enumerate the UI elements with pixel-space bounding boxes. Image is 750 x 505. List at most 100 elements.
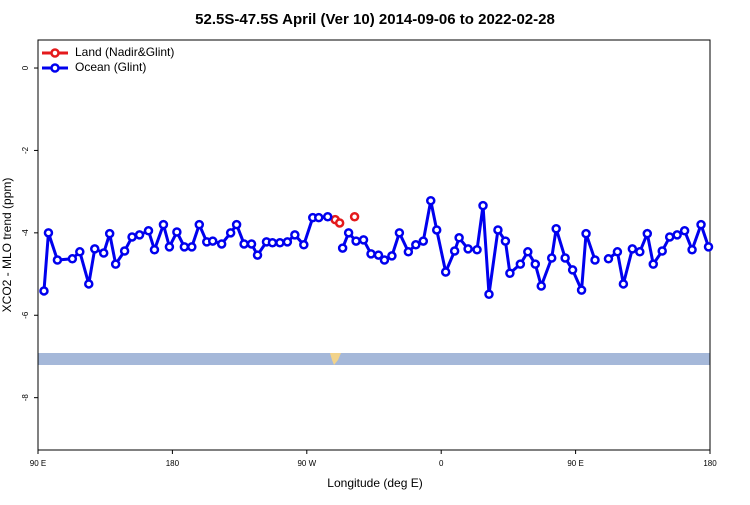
point: [505, 268, 515, 278]
point: [334, 218, 345, 228]
point: [679, 226, 690, 236]
point: [493, 225, 503, 235]
plot-frame: [37, 39, 711, 451]
point: [349, 212, 360, 222]
point: [454, 233, 464, 243]
point: [104, 228, 115, 239]
point: [672, 230, 682, 240]
point: [52, 255, 63, 265]
point: [449, 246, 460, 256]
point: [431, 225, 442, 235]
point: [216, 239, 227, 249]
legend-label: Ocean (Glint): [75, 60, 146, 74]
point: [418, 236, 429, 246]
point: [75, 247, 85, 257]
point: [484, 289, 494, 299]
point: [127, 232, 137, 242]
point: [164, 242, 175, 252]
point: [576, 285, 587, 295]
point: [351, 236, 361, 246]
y-tick-label: -2: [21, 146, 30, 154]
point: [530, 259, 541, 269]
point: [627, 244, 638, 254]
x-tick-label: 0: [439, 459, 444, 468]
x-tick-label: 90 E: [30, 459, 46, 468]
x-tick-label: 180: [166, 459, 180, 468]
point: [267, 237, 278, 248]
point: [515, 259, 526, 269]
point: [546, 253, 557, 263]
point: [366, 249, 376, 259]
point: [411, 240, 421, 250]
y-tick-label: -8: [21, 394, 30, 402]
point: [172, 227, 182, 237]
point: [282, 237, 293, 247]
point: [143, 226, 154, 236]
point: [194, 219, 205, 230]
point: [687, 244, 697, 255]
point: [696, 219, 706, 230]
point: [618, 279, 629, 289]
point: [231, 219, 242, 230]
x-tick-label: 180: [703, 459, 717, 468]
point: [89, 244, 100, 254]
point: [387, 251, 397, 261]
point: [463, 244, 473, 254]
point: [500, 236, 511, 246]
point: [551, 223, 561, 234]
point: [664, 232, 675, 242]
point: [290, 230, 300, 240]
point: [158, 219, 169, 230]
point: [246, 239, 257, 249]
x-tick-label: 90 W: [297, 459, 316, 468]
point: [252, 250, 263, 260]
point: [425, 195, 436, 206]
point: [642, 228, 653, 239]
point: [581, 228, 591, 239]
point: [567, 265, 578, 275]
point: [373, 250, 384, 260]
point: [612, 247, 623, 257]
point: [225, 228, 236, 238]
point: [703, 242, 714, 252]
point: [299, 240, 309, 250]
point: [478, 200, 488, 211]
point: [149, 244, 160, 255]
point: [187, 242, 197, 252]
chart-title: 52.5S-47.5S April (Ver 10) 2014-09-06 to…: [195, 11, 555, 28]
point: [313, 212, 324, 223]
point: [343, 228, 354, 238]
point: [134, 230, 145, 240]
y-tick-label: -4: [21, 229, 30, 237]
point: [403, 247, 414, 257]
legend-marker: [50, 48, 60, 58]
legend-marker: [50, 63, 60, 73]
point: [635, 247, 645, 257]
legend-label: Land (Nadir&Glint): [75, 45, 174, 59]
point: [207, 236, 218, 246]
point: [98, 248, 109, 258]
point: [67, 254, 78, 264]
series-line: [42, 200, 710, 295]
point: [394, 228, 405, 238]
y-axis-label: XCO2 - MLO trend (ppm): [0, 178, 14, 313]
point: [560, 253, 570, 263]
point: [275, 237, 285, 248]
point: [337, 243, 348, 253]
point: [239, 239, 249, 249]
point: [119, 246, 130, 256]
point: [657, 246, 667, 256]
point: [648, 259, 659, 269]
y-tick-label: 0: [21, 65, 30, 70]
point: [110, 259, 121, 269]
x-tick-label: 90 E: [567, 459, 583, 468]
point: [179, 242, 190, 252]
land-blob: [330, 353, 341, 365]
point: [472, 244, 482, 255]
point: [379, 255, 390, 265]
point: [590, 255, 600, 265]
point: [43, 228, 54, 238]
point: [322, 212, 333, 222]
point: [84, 279, 94, 289]
